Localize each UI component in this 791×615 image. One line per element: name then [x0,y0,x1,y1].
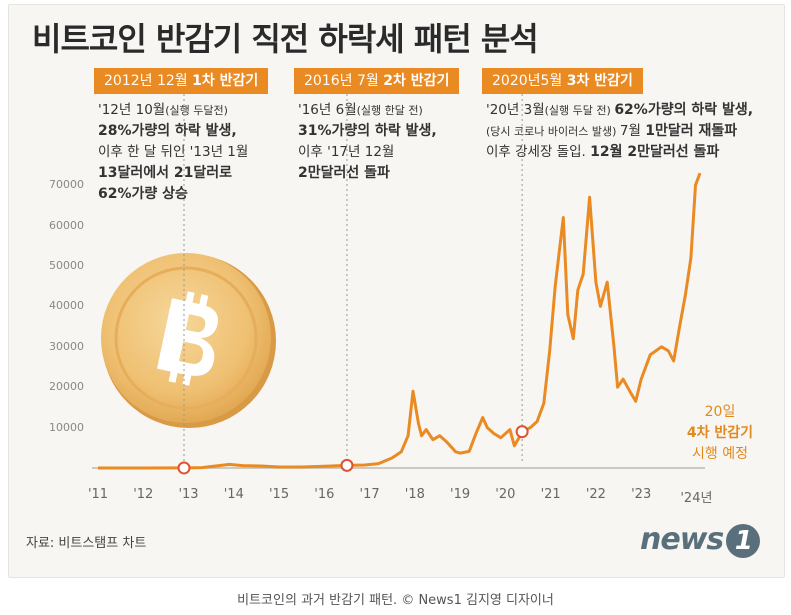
y-tick-label: 70000 [49,178,84,192]
note-text: '20년 3월 [486,102,545,118]
note-line: (당시 코로나 바이러스 발생) 7월 1만달러 재돌파 [486,121,753,142]
halving-1-note: '12년 10월(실행 두달전) 28%가량의 하락 발생, 이후 한 달 뒤인 '… [98,100,248,205]
halving-2-tag-label: 2차 반감기 [383,73,450,89]
y-tick-label: 40000 [49,299,84,313]
halving-1-tag: 2012년 12월 1차 반감기 [94,68,269,94]
note-line: 2만달러선 돌파 [298,163,437,184]
halving-marker [340,458,354,472]
halving-4-status: 시행 예정 [692,446,748,462]
x-tick-label: '13 [178,487,199,502]
logo-number: 1 [726,524,761,558]
y-tick-label: 60000 [49,218,84,232]
page-title: 비트코인 반감기 직전 하락세 패턴 분석 [32,20,539,58]
x-tick-label: '17 [359,487,380,502]
halving-4-date: 20일 [704,404,736,420]
halving-3-tag-date: 2020년5월 [492,73,567,89]
x-tick-label: '21 [540,487,561,502]
note-line: 이후 한 달 뒤인 '13년 1월 [98,142,248,163]
x-tick-label: '22 [585,487,606,502]
note-text: 1만달러 재돌파 [645,123,738,139]
note-line: 이후 '17년 12월 [298,142,437,163]
note-text: 2만달러선 돌파 [298,165,390,181]
y-tick-label: 20000 [49,380,84,394]
logo-word: news [640,522,724,557]
halving-marker [177,461,191,475]
note-text: 28%가량의 하락 발생, [98,123,237,139]
halving-marker [515,425,529,439]
y-tick-label: 10000 [49,420,84,434]
halving-3-tag-label: 3차 반감기 [566,73,633,89]
note-text: '16년 6월 [298,102,357,118]
x-tick-label: '16 [314,487,335,502]
y-tick-label: 50000 [49,259,84,272]
note-line: 이후 강세장 돌입. 12월 2만달러선 돌파 [486,142,753,163]
halving-4-label: 20일 4차 반감기 시행 예정 [680,402,760,465]
note-text: 13달러에서 21달러로 [98,165,232,181]
x-tick-label: '15 [268,487,290,502]
x-tick-label: '23 [631,487,652,502]
note-text: 이후 한 달 뒤인 '13년 1월 [98,144,249,160]
note-line: 62%가량 상승 [98,184,248,205]
halving-2-tag: 2016년 7월 2차 반감기 [294,68,460,94]
bitcoin-coin-icon [101,253,276,428]
note-text: (당시 코로나 바이러스 발생) [486,125,620,138]
news1-logo: news 1 [640,522,761,558]
halving-2-note: '16년 6월(실행 한달 전) 31%가량의 하락 발생, 이후 '17년 12월… [298,100,437,184]
halving-1-tag-date: 2012년 12월 [104,73,193,89]
note-text: 12월 2만달러선 돌파 [590,144,720,160]
note-text: 31%가량의 하락 발생, [298,123,437,139]
x-tick-label: '18 [404,487,425,502]
note-line: '12년 10월(실행 두달전) [98,100,248,121]
source-text: 자료: 비트스탬프 차트 [26,536,147,551]
y-tick-label: 30000 [49,339,84,353]
note-text: (실행 두달 전) [544,104,615,117]
x-tick-label: '11 [87,487,109,502]
note-text: 62%가량 상승 [98,186,188,202]
halving-3-tag: 2020년5월 3차 반감기 [482,68,643,94]
halving-4-title: 4차 반감기 [686,425,754,441]
x-tick-label: '20 [495,487,516,502]
x-tick-label: '12 [133,487,154,502]
halving-2-tag-date: 2016년 7월 [304,73,384,89]
note-text: 이후 '17년 12월 [298,144,395,160]
note-text: (실행 두달전) [165,104,228,117]
note-text: '12년 10월 [98,102,166,118]
note-line: '20년 3월(실행 두달 전) 62%가량의 하락 발생, [486,100,753,121]
note-text: (실행 한달 전) [356,104,423,117]
x-tick-label: '24년 [680,491,713,506]
note-line: 31%가량의 하락 발생, [298,121,437,142]
note-text: 62%가량의 하락 발생, [614,102,754,118]
image-caption: 비트코인의 과거 반감기 패턴. © News1 김지영 디자이너 [237,593,554,608]
halving-1-tag-label: 1차 반감기 [192,73,259,89]
note-text: 이후 강세장 돌입. [486,144,591,160]
halving-3-note: '20년 3월(실행 두달 전) 62%가량의 하락 발생, (당시 코로나 바이… [486,100,753,163]
note-line: '16년 6월(실행 한달 전) [298,100,437,121]
note-text: 7월 [619,123,646,139]
note-line: 28%가량의 하락 발생, [98,121,248,142]
x-tick-label: '19 [450,487,471,502]
note-line: 13달러에서 21달러로 [98,163,248,184]
x-tick-label: '14 [223,487,244,502]
